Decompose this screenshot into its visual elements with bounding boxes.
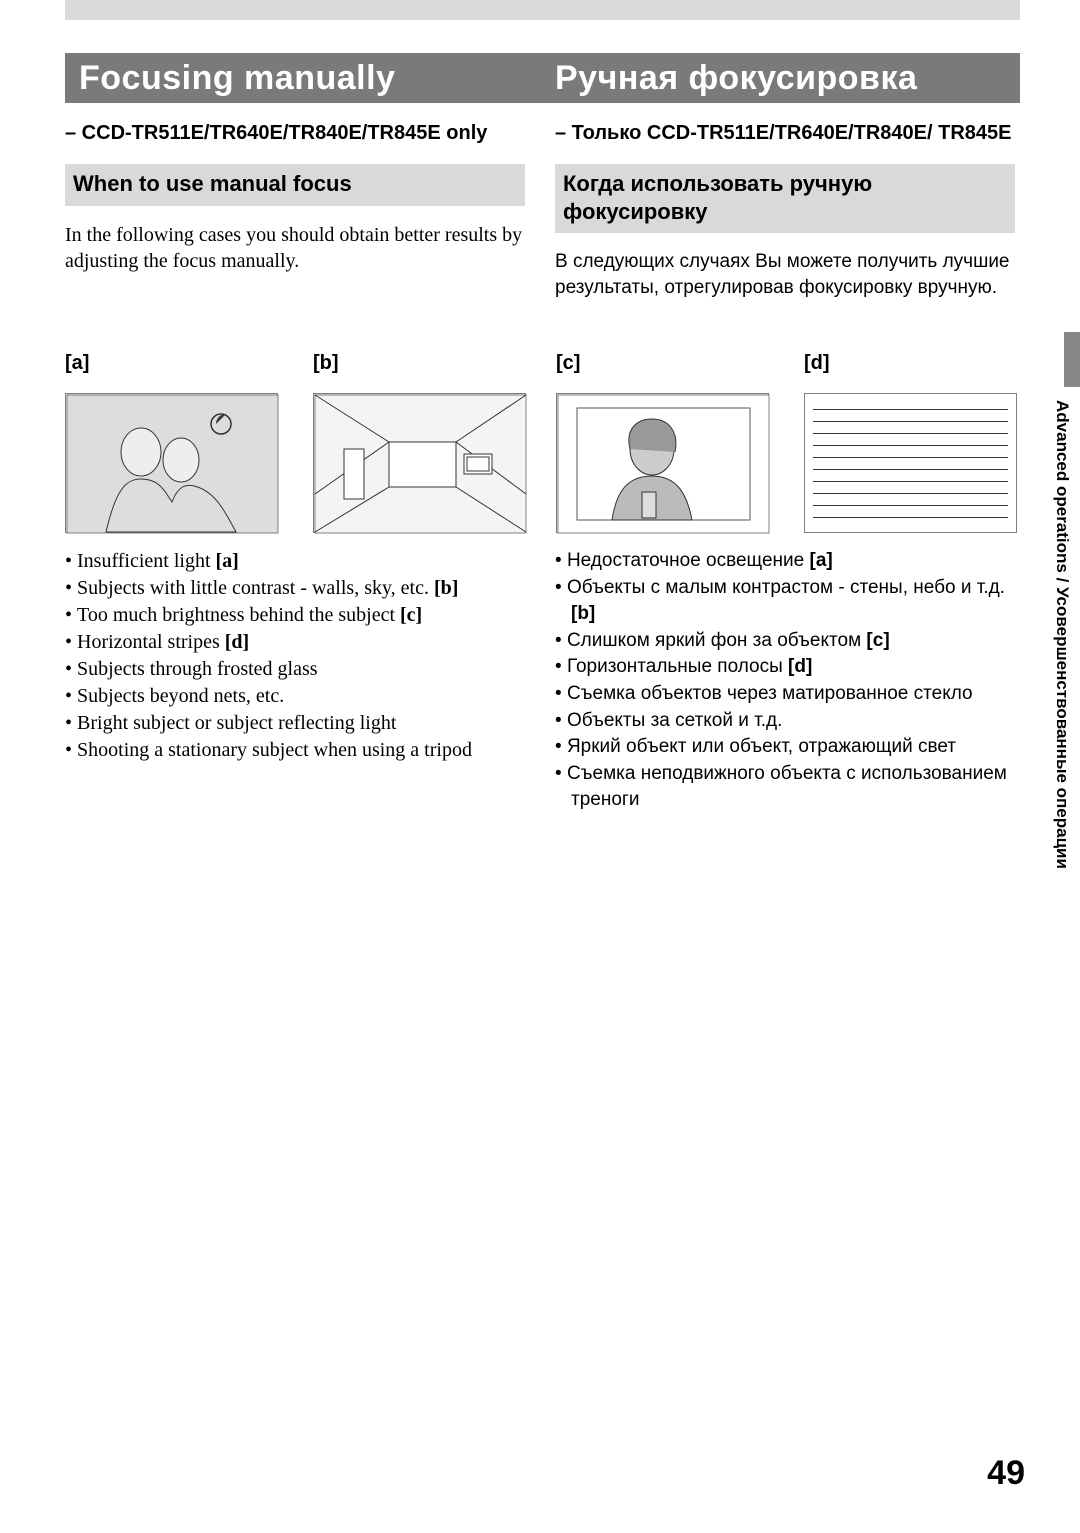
list-item-tag: [a] [216, 550, 239, 572]
figure-label: [a] [65, 352, 278, 375]
illustration-c [557, 394, 770, 534]
figure-a: [a] [65, 352, 278, 533]
list-item: Horizontal stripes [d] [65, 629, 525, 656]
model-line-ru: – Только CCD-TR511E/TR640E/TR840E/ TR845… [555, 120, 1015, 146]
list-item-tag: [b] [434, 577, 458, 599]
page-number: 49 [987, 1454, 1025, 1493]
list-item-text: Bright subject or subject reflecting lig… [77, 712, 396, 734]
lower-content: Insufficient light [a]Subjects with litt… [65, 548, 1020, 814]
upper-content: – CCD-TR511E/TR640E/TR840E/TR845E only W… [65, 120, 1020, 310]
side-section-label: Advanced operations / Усовершенствованны… [1044, 400, 1072, 1020]
right-col-upper: – Только CCD-TR511E/TR640E/TR840E/ TR845… [555, 120, 1015, 310]
figure-d: [d] [804, 352, 1017, 533]
side-tab [1064, 332, 1080, 387]
figure-c: [c] [556, 352, 769, 533]
figure-box-c [556, 393, 769, 533]
list-item: Объекты за сеткой и т.д. [555, 708, 1015, 735]
figure-b: [b] [313, 352, 526, 533]
list-item: Недостаточное освещение [a] [555, 548, 1015, 575]
list-item-tag: [c] [400, 604, 422, 626]
list-item-text: Insufficient light [77, 550, 216, 572]
list-item-tag: [d] [788, 656, 812, 677]
intro-ru: В следующих случаях Вы можете получить л… [555, 249, 1015, 300]
list-item: Съемка неподвижного объекта с использова… [555, 761, 1015, 814]
list-item-text: Subjects through frosted glass [77, 658, 318, 680]
list-item-text: Горизонтальные полосы [567, 656, 788, 677]
intro-en: In the following cases you should obtain… [65, 222, 525, 274]
figures-row: [a] [b] [65, 352, 1020, 533]
list-item-text: Subjects beyond nets, etc. [77, 685, 284, 707]
section-heading-en: When to use manual focus [65, 164, 525, 206]
model-line-en: – CCD-TR511E/TR640E/TR840E/TR845E only [65, 120, 525, 146]
list-item: Too much brightness behind the subject [… [65, 602, 525, 629]
list-item-text: Слишком яркий фон за объектом [567, 630, 866, 651]
title-ru: Ручная фокусировка [555, 59, 917, 98]
list-item-text: Яркий объект или объект, отражающий свет [567, 736, 956, 757]
list-item-text: Недостаточное освещение [567, 550, 810, 571]
illustration-a [66, 394, 279, 534]
list-item: Shooting a stationary subject when using… [65, 737, 525, 764]
list-item: Яркий объект или объект, отражающий свет [555, 734, 1015, 761]
list-item-text: Subjects with little contrast - walls, s… [77, 577, 434, 599]
list-item: Subjects through frosted glass [65, 656, 525, 683]
list-item-tag: [a] [810, 550, 833, 571]
list-item: Съемка объектов через матированное стекл… [555, 681, 1015, 708]
figure-box-a [65, 393, 278, 533]
list-item: Subjects beyond nets, etc. [65, 683, 525, 710]
list-item-text: Объекты с малым контрастом - стены, небо… [567, 577, 1005, 598]
figure-box-b [313, 393, 526, 533]
page: Focusing manually Ручная фокусировка – C… [0, 0, 1080, 1533]
list-item-tag: [b] [571, 603, 595, 624]
list-item: Bright subject or subject reflecting lig… [65, 710, 525, 737]
list-item: Слишком яркий фон за объектом [c] [555, 628, 1015, 655]
figure-box-d [804, 393, 1017, 533]
list-item-text: Horizontal stripes [77, 631, 225, 653]
list-item: Insufficient light [a] [65, 548, 525, 575]
section-heading-ru: Когда использовать ручную фокусировку [555, 164, 1015, 233]
list-item-text: Too much brightness behind the subject [77, 604, 400, 626]
bullet-list-en: Insufficient light [a]Subjects with litt… [65, 548, 525, 764]
list-item-tag: [d] [225, 631, 249, 653]
list-item-tag: [c] [866, 630, 889, 651]
list-item: Subjects with little contrast - walls, s… [65, 575, 525, 602]
figure-label: [b] [313, 352, 526, 375]
list-item: Горизонтальные полосы [d] [555, 654, 1015, 681]
title-bar: Focusing manually Ручная фокусировка [65, 53, 1020, 103]
left-col-upper: – CCD-TR511E/TR640E/TR840E/TR845E only W… [65, 120, 525, 310]
list-item-text: Съемка объектов через матированное стекл… [567, 683, 973, 704]
figure-pair-right: [c] [d] [556, 352, 1017, 533]
left-col-lower: Insufficient light [a]Subjects with litt… [65, 548, 525, 814]
list-item-text: Съемка неподвижного объекта с использова… [567, 763, 1007, 811]
list-item-text: Shooting a stationary subject when using… [77, 739, 472, 761]
title-en: Focusing manually [79, 59, 395, 98]
top-gray-strip [65, 0, 1020, 20]
figure-label: [d] [804, 352, 1017, 375]
bullet-list-ru: Недостаточное освещение [a]Объекты с мал… [555, 548, 1015, 814]
figure-label: [c] [556, 352, 769, 375]
illustration-b [314, 394, 527, 534]
figure-pair-left: [a] [b] [65, 352, 526, 533]
list-item: Объекты с малым контрастом - стены, небо… [555, 575, 1015, 628]
right-col-lower: Недостаточное освещение [a]Объекты с мал… [555, 548, 1015, 814]
list-item-text: Объекты за сеткой и т.д. [567, 710, 782, 731]
